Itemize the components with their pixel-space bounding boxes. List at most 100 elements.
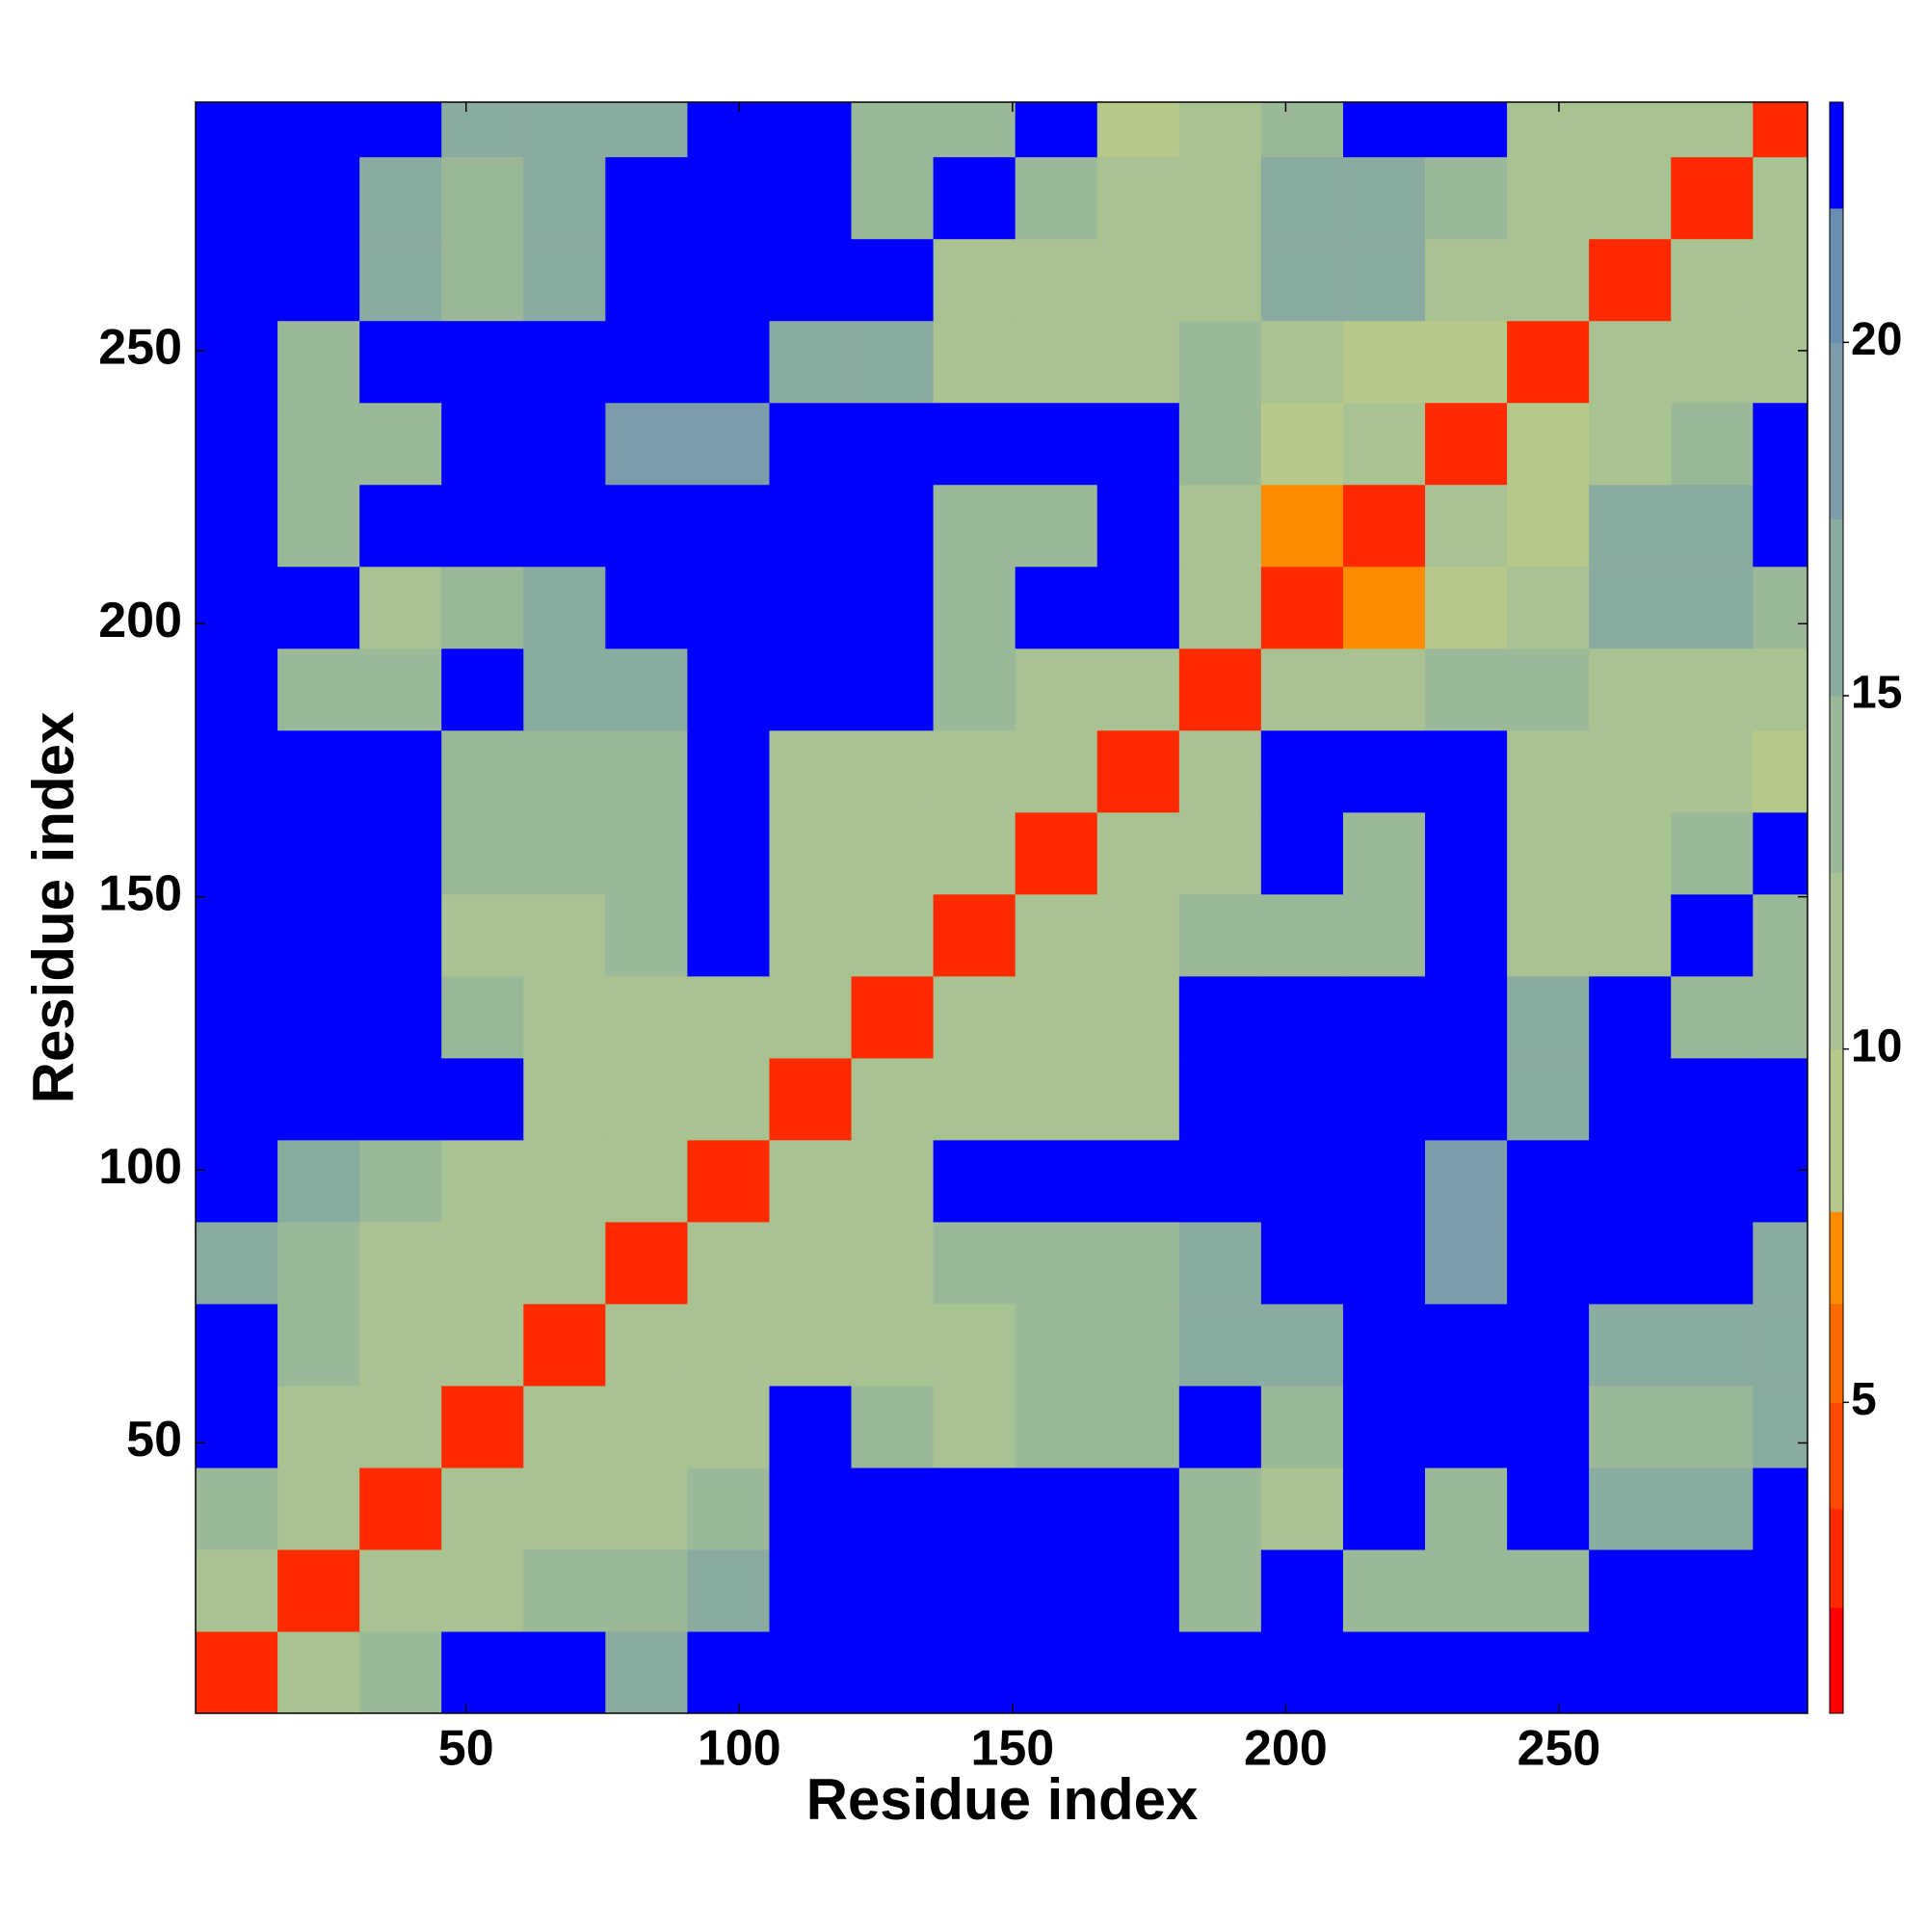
heat-cell (1096, 893, 1180, 977)
heat-cell (277, 156, 360, 240)
y-tick-label: 100 (98, 1139, 182, 1195)
heat-cell (1178, 1139, 1262, 1223)
heat-cell (1753, 729, 1808, 813)
heat-cell (1753, 811, 1808, 895)
heat-cell (441, 648, 524, 731)
heat-cell (605, 1139, 688, 1223)
heat-cell (1507, 1630, 1590, 1714)
x-tick-label: 200 (1244, 1721, 1328, 1777)
heat-cell (1178, 238, 1262, 322)
heat-cell (1342, 320, 1426, 404)
heat-cell (1425, 1139, 1508, 1223)
heat-cell (1507, 1548, 1590, 1632)
heat-cell (1015, 1385, 1098, 1469)
heat-cell (523, 1057, 606, 1141)
heat-cell (1096, 975, 1180, 1059)
heat-cell (523, 648, 606, 731)
heat-cell (1671, 320, 1754, 404)
heat-cell (1260, 975, 1344, 1059)
heat-cell (933, 893, 1016, 977)
heat-cell (441, 402, 524, 486)
heat-cell (1096, 1385, 1180, 1469)
heat-cell (1671, 1548, 1754, 1632)
heat-cell (441, 1139, 524, 1223)
heat-cell (277, 975, 360, 1059)
heat-cell (1425, 320, 1508, 404)
heat-cell (1589, 402, 1672, 486)
heat-cell (1507, 729, 1590, 813)
heat-cell (1178, 566, 1262, 649)
heat-cell (851, 1548, 935, 1632)
heat-cell (359, 402, 442, 486)
heat-cell (523, 811, 606, 895)
heat-cell (1260, 484, 1344, 568)
heat-cell (1096, 1303, 1180, 1387)
heat-cell (1342, 893, 1426, 977)
heat-cell (1425, 238, 1508, 322)
heat-cell (605, 648, 688, 731)
colorbar-tick-label: 5 (1851, 1374, 1877, 1425)
heat-cell (523, 729, 606, 813)
heat-cell (1507, 1057, 1590, 1141)
heat-cell (933, 320, 1016, 404)
heat-cell (1342, 1548, 1426, 1632)
heat-cell (1015, 402, 1098, 486)
heat-cell (851, 1630, 935, 1714)
heat-cell (1015, 102, 1098, 158)
heat-cell (687, 484, 770, 568)
heat-cell (1507, 975, 1590, 1059)
heat-cell (196, 648, 278, 731)
heat-cell (359, 729, 442, 813)
y-tick-label: 150 (98, 865, 182, 921)
heat-cell (1015, 1057, 1098, 1141)
heat-cell (1671, 238, 1754, 322)
heat-cell (1342, 102, 1426, 158)
heat-cell (769, 484, 853, 568)
heat-cell (1015, 1303, 1098, 1387)
heat-cell (196, 1548, 278, 1632)
heat-cell (359, 975, 442, 1059)
heat-cell (441, 1630, 524, 1714)
heat-cell (359, 1303, 442, 1387)
heat-cell (1015, 1630, 1098, 1714)
heat-cell (1096, 811, 1180, 895)
heat-cell (1589, 238, 1672, 322)
heat-cell (1753, 648, 1808, 731)
heat-cell (1507, 402, 1590, 486)
heat-cell (1507, 811, 1590, 895)
heat-cell (1507, 238, 1590, 322)
heat-cell (605, 156, 688, 240)
heat-cell (851, 484, 935, 568)
heat-cell (851, 648, 935, 731)
heat-cell (687, 1303, 770, 1387)
heat-cell (359, 1467, 442, 1550)
colorbar-tick-label: 10 (1851, 1020, 1902, 1072)
heat-cell (1260, 729, 1344, 813)
heat-cell (1425, 648, 1508, 731)
heat-cell (441, 156, 524, 240)
heat-cell (1589, 1548, 1672, 1632)
heat-cell (441, 1303, 524, 1387)
heat-cell (769, 1221, 853, 1305)
heat-cell (605, 238, 688, 322)
heat-cell (1178, 156, 1262, 240)
heat-cell (1342, 1467, 1426, 1550)
heat-cell (1015, 729, 1098, 813)
heat-cell (1425, 402, 1508, 486)
heat-cell (1096, 729, 1180, 813)
heat-cell (1260, 1057, 1344, 1141)
heat-cell (441, 1548, 524, 1632)
heat-cell (1425, 102, 1508, 158)
heat-cell (523, 102, 606, 158)
heat-cell (1425, 1385, 1508, 1469)
heat-cell (1260, 1467, 1344, 1550)
heat-cell (523, 1630, 606, 1714)
heat-cell (1178, 402, 1262, 486)
heat-cell (1589, 320, 1672, 404)
heat-cell (277, 1139, 360, 1223)
heat-cell (605, 102, 688, 158)
heat-cell (1342, 1630, 1426, 1714)
heat-cell (1753, 156, 1808, 240)
heat-cell (1671, 975, 1754, 1059)
